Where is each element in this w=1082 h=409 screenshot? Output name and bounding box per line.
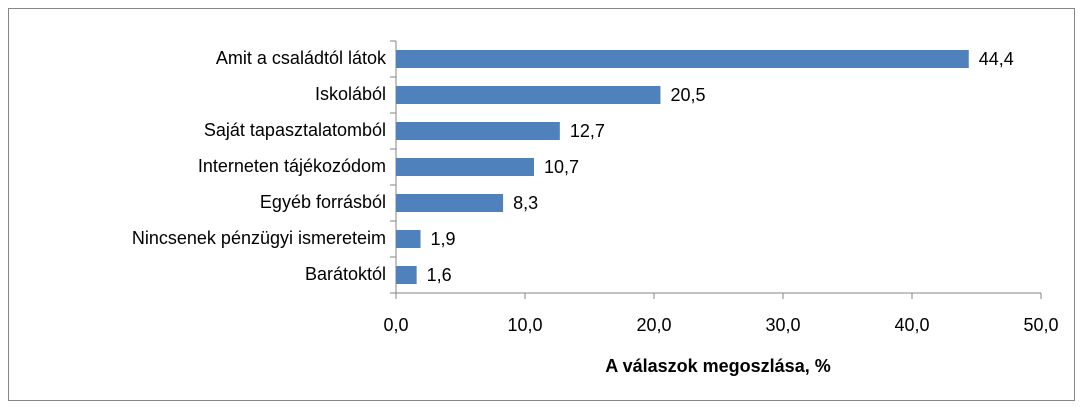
chart-border bbox=[8, 8, 1075, 401]
x-tick-label: 40,0 bbox=[894, 315, 929, 335]
x-axis-title: A válaszok megoszlása, % bbox=[605, 356, 830, 376]
y-tick-label: Egyéb forrásból bbox=[260, 192, 386, 212]
x-tick-label: 10,0 bbox=[507, 315, 542, 335]
x-tick-label: 50,0 bbox=[1023, 315, 1058, 335]
bar bbox=[396, 122, 560, 140]
y-tick-label: Saját tapasztalatomból bbox=[204, 120, 386, 140]
y-tick-label: Amit a családtól látok bbox=[216, 48, 387, 68]
y-tick-label: Iskolából bbox=[315, 84, 386, 104]
value-label: 12,7 bbox=[570, 121, 605, 141]
bar bbox=[396, 230, 421, 248]
y-tick-label: Barátoktól bbox=[305, 264, 386, 284]
value-label: 1,6 bbox=[427, 265, 452, 285]
bar bbox=[396, 50, 969, 68]
value-label: 10,7 bbox=[544, 157, 579, 177]
y-tick-label: Interneten tájékozódom bbox=[198, 156, 386, 176]
value-label: 1,9 bbox=[431, 229, 456, 249]
x-tick-label: 30,0 bbox=[765, 315, 800, 335]
bar bbox=[396, 194, 504, 212]
bar bbox=[396, 266, 417, 284]
value-label: 8,3 bbox=[513, 193, 538, 213]
value-label: 20,5 bbox=[670, 85, 705, 105]
x-tick-label: 0,0 bbox=[383, 315, 408, 335]
bar bbox=[396, 158, 535, 176]
value-label: 44,4 bbox=[979, 49, 1014, 69]
x-tick-label: 20,0 bbox=[636, 315, 671, 335]
y-tick-label: Nincsenek pénzügyi ismereteim bbox=[132, 228, 386, 248]
bar bbox=[396, 86, 661, 104]
